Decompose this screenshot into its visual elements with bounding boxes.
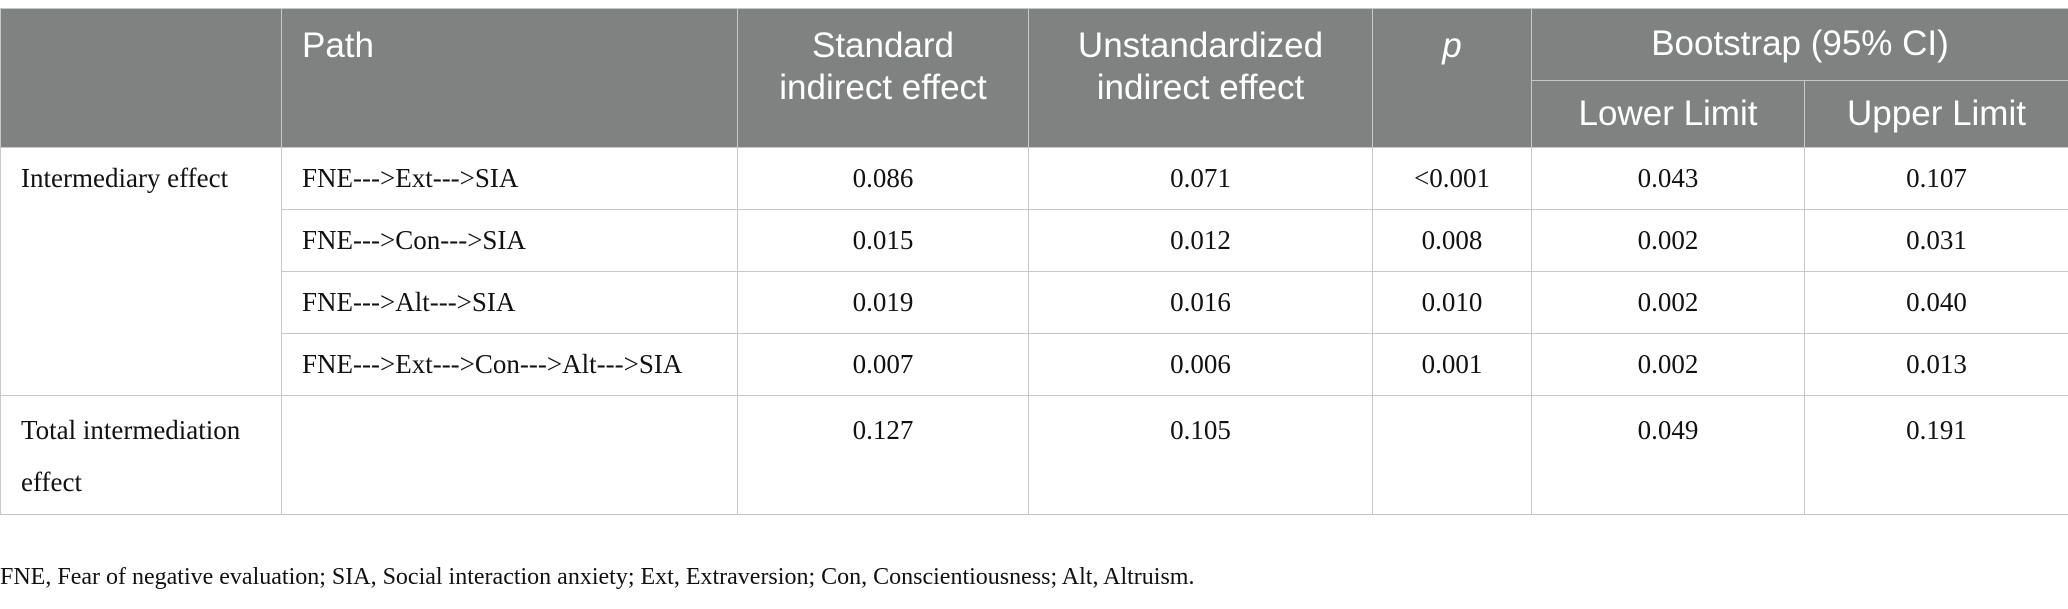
path-cell: FNE--->Ext--->Con--->Alt--->SIA — [281, 333, 738, 396]
upper-limit-cell: 0.191 — [1804, 395, 2068, 515]
path-cell: FNE--->Alt--->SIA — [281, 271, 738, 334]
p-cell — [1372, 395, 1532, 515]
unstandardized-cell: 0.006 — [1028, 333, 1373, 396]
unstandardized-cell: 0.071 — [1028, 147, 1373, 210]
p-cell: 0.010 — [1372, 271, 1532, 334]
table-header: Path Standard indirect effect Unstandard… — [0, 7, 2068, 148]
header-unstandardized-indirect-effect: Unstandardized indirect effect — [1028, 8, 1373, 148]
header-upper-limit: Upper Limit — [1804, 80, 2068, 148]
header-bootstrap-ci: Bootstrap (95% CI) — [1531, 7, 2068, 82]
unstandardized-cell: 0.016 — [1028, 271, 1373, 334]
upper-limit-cell: 0.031 — [1804, 209, 2068, 272]
lower-limit-cell: 0.002 — [1531, 209, 1805, 272]
standard-cell: 0.019 — [737, 271, 1029, 334]
upper-limit-cell: 0.107 — [1804, 147, 2068, 210]
standard-cell: 0.015 — [737, 209, 1029, 272]
path-cell: FNE--->Con--->SIA — [281, 209, 738, 272]
table-row: FNE--->Ext--->Con--->Alt--->SIA 0.007 0.… — [1, 333, 2068, 396]
standard-cell: 0.086 — [737, 147, 1029, 210]
total-intermediation-effect-label: Total intermediation effect — [0, 395, 282, 515]
lower-limit-cell: 0.002 — [1531, 271, 1805, 334]
p-cell: 0.008 — [1372, 209, 1532, 272]
group-label-intermediary-effect: Intermediary effect — [0, 147, 282, 396]
standard-cell: 0.007 — [737, 333, 1029, 396]
unstandardized-cell: 0.105 — [1028, 395, 1373, 515]
table-footnote: FNE, Fear of negative evaluation; SIA, S… — [0, 564, 1195, 590]
table-body: Intermediary effect FNE--->Ext--->SIA 0.… — [0, 147, 2068, 515]
total-row: Total intermediation effect 0.127 0.105 … — [0, 395, 2068, 515]
upper-limit-cell: 0.040 — [1804, 271, 2068, 334]
lower-limit-cell: 0.002 — [1531, 333, 1805, 396]
standard-cell: 0.127 — [737, 395, 1029, 515]
header-lower-limit: Lower Limit — [1531, 80, 1805, 148]
upper-limit-cell: 0.013 — [1804, 333, 2068, 396]
p-cell: 0.001 — [1372, 333, 1532, 396]
table-row: FNE--->Con--->SIA 0.015 0.012 0.008 0.00… — [1, 209, 2068, 272]
lower-limit-cell: 0.049 — [1531, 395, 1805, 515]
mediation-effect-table: Path Standard indirect effect Unstandard… — [0, 7, 2068, 515]
header-p-value: p — [1372, 8, 1532, 148]
unstandardized-cell: 0.012 — [1028, 209, 1373, 272]
header-standard-indirect-effect: Standard indirect effect — [737, 8, 1029, 148]
header-empty-cell — [0, 8, 282, 148]
p-cell: <0.001 — [1372, 147, 1532, 210]
table-row: Intermediary effect FNE--->Ext--->SIA 0.… — [0, 147, 2068, 396]
lower-limit-cell: 0.043 — [1531, 147, 1805, 210]
table-row: FNE--->Alt--->SIA 0.019 0.016 0.010 0.00… — [1, 271, 2068, 334]
path-cell: FNE--->Ext--->SIA — [281, 147, 738, 210]
path-cell — [281, 395, 738, 515]
header-path: Path — [281, 8, 738, 148]
